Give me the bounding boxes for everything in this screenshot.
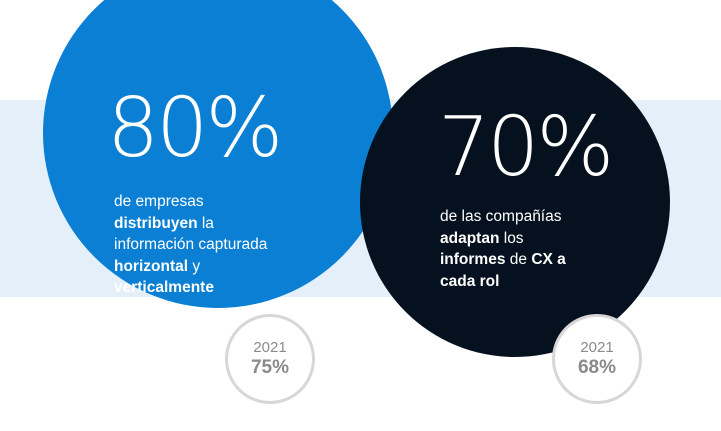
stat-description-2: de las compañías adaptan los informes de… [440, 206, 640, 292]
compare-value-1: 75% [250, 357, 290, 378]
compare-year-2: 2021 [580, 339, 614, 356]
desc-1-bold-distribuyen: distribuyen [114, 214, 198, 232]
desc-2-bold-cada-rol: cada rol [440, 272, 500, 290]
desc-1-bold-verticalmente: verticalmente [114, 279, 214, 296]
desc-1-text-y: y [188, 257, 201, 275]
compare-badge-2: 2021 68% [552, 314, 642, 404]
desc-1-line-3: información capturada [114, 236, 268, 253]
desc-1-text-la: la [197, 214, 214, 232]
desc-2-text-de: de [505, 251, 532, 268]
stat-circle-dark [360, 47, 670, 357]
stat-value-2: 70% [438, 100, 614, 195]
compare-year-1: 2021 [253, 339, 287, 356]
desc-2-bold-adaptan: adaptan [440, 229, 500, 247]
desc-1-line-1: de empresas [114, 193, 204, 210]
compare-badge-1: 2021 75% [225, 314, 315, 404]
desc-2-bold-cx: CX a [531, 251, 566, 268]
stat-description-1: de empresas distribuyen la información c… [114, 191, 324, 299]
desc-1-bold-horizontal: horizontal [114, 257, 189, 275]
compare-value-2: 68% [577, 357, 617, 378]
stat-value-1: 80% [107, 81, 283, 176]
stat-circle-blue [43, 0, 393, 308]
desc-2-line-1: de las compañías [440, 208, 562, 225]
desc-2-text-los: los [499, 229, 524, 247]
desc-2-bold-informes: informes [440, 251, 506, 268]
